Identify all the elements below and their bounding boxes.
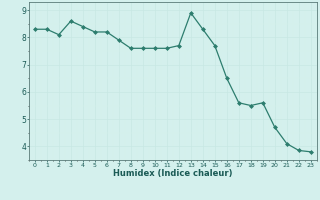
X-axis label: Humidex (Indice chaleur): Humidex (Indice chaleur)	[113, 169, 233, 178]
